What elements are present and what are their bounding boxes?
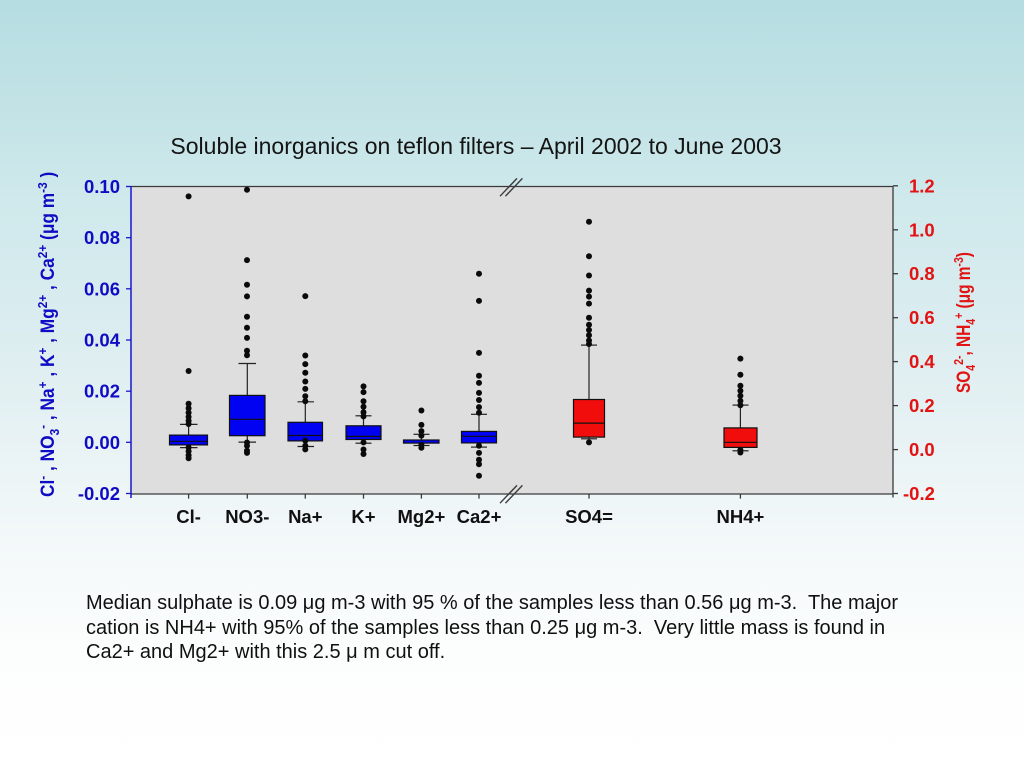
svg-text:Ca2+: Ca2+ bbox=[457, 506, 502, 527]
svg-text:-0.02: -0.02 bbox=[78, 483, 120, 504]
svg-text:0.02: 0.02 bbox=[84, 381, 120, 402]
svg-text:0.04: 0.04 bbox=[84, 330, 121, 351]
svg-text:0.2: 0.2 bbox=[909, 395, 935, 416]
svg-text:0.06: 0.06 bbox=[84, 278, 120, 299]
svg-text:1.2: 1.2 bbox=[909, 175, 935, 196]
svg-text:K+: K+ bbox=[351, 506, 375, 527]
svg-text:-0.2: -0.2 bbox=[903, 483, 935, 504]
svg-text:0.00: 0.00 bbox=[84, 432, 120, 453]
svg-text:NH4+: NH4+ bbox=[716, 506, 764, 527]
svg-text:0.08: 0.08 bbox=[84, 227, 120, 248]
svg-text:0.8: 0.8 bbox=[909, 263, 935, 284]
svg-text:1.0: 1.0 bbox=[909, 219, 935, 240]
svg-text:SO4=: SO4= bbox=[565, 506, 613, 527]
svg-text:NO3-: NO3- bbox=[225, 506, 269, 527]
svg-text:0.6: 0.6 bbox=[909, 307, 935, 328]
svg-text:0.10: 0.10 bbox=[84, 176, 120, 197]
svg-text:Na+: Na+ bbox=[288, 506, 323, 527]
svg-text:0.4: 0.4 bbox=[909, 351, 935, 372]
svg-text:Cl-: Cl- bbox=[176, 506, 201, 527]
svg-text:0.0: 0.0 bbox=[909, 439, 935, 460]
svg-text:Mg2+: Mg2+ bbox=[397, 506, 445, 527]
